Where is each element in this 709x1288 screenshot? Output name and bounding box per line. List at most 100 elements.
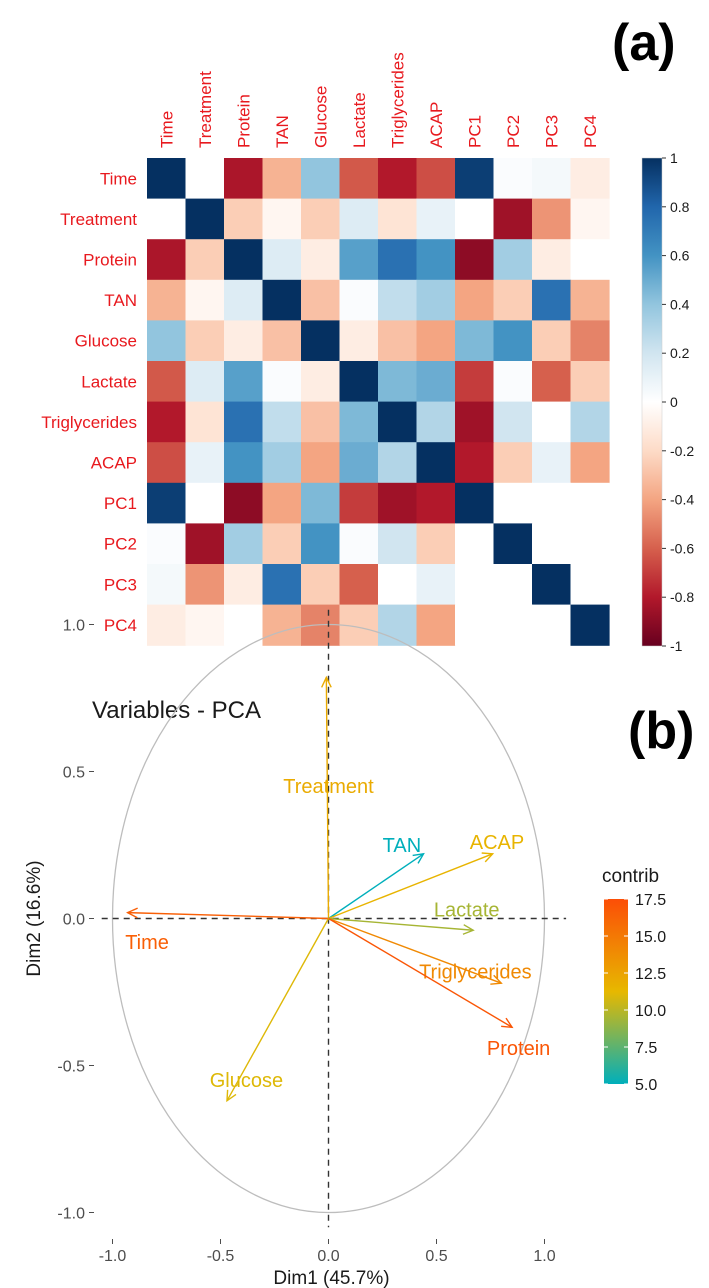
pca-vector — [328, 917, 502, 984]
heatmap-cell — [493, 239, 533, 281]
heatmap-cell — [493, 198, 533, 240]
heatmap-cell — [493, 604, 533, 646]
heatmap-cell — [416, 523, 456, 565]
heatmap-cell — [378, 320, 418, 362]
contrib-tick-label: 12.5 — [635, 966, 666, 983]
heatmap-cell — [224, 523, 264, 565]
heatmap-cell — [301, 279, 341, 321]
y-axis-title: Dim2 (16.6%) — [24, 860, 45, 976]
heatmap-cell — [378, 604, 418, 646]
heatmap-cell — [455, 239, 495, 281]
heatmap-cell — [339, 401, 379, 443]
heatmap-cell — [224, 239, 264, 281]
heatmap-col-label: PC1 — [465, 115, 484, 148]
contrib-legend-title: contrib — [602, 866, 659, 887]
heatmap-cell — [185, 239, 225, 281]
heatmap-cell — [262, 158, 302, 200]
x-tick-label: 0.0 — [317, 1248, 339, 1265]
heatmap-cell — [570, 442, 610, 484]
pca-variable-label: TAN — [383, 835, 422, 857]
heatmap-cell — [378, 361, 418, 403]
colorbar-tick-label: 1 — [670, 150, 678, 166]
heatmap-cell — [455, 442, 495, 484]
pca-vector — [325, 677, 330, 919]
heatmap-cell — [339, 361, 379, 403]
pca-vector-arrowhead — [462, 924, 475, 935]
heatmap-cell — [570, 198, 610, 240]
heatmap-cell — [147, 564, 187, 606]
heatmap-cell — [416, 564, 456, 606]
pca-vector — [328, 853, 424, 920]
pca-vector — [226, 918, 330, 1102]
heatmap-cell — [493, 482, 533, 524]
heatmap-cell — [262, 401, 302, 443]
heatmap-cell — [455, 279, 495, 321]
heatmap-cell — [570, 564, 610, 606]
heatmap-cell — [416, 198, 456, 240]
heatmap-cell — [532, 604, 572, 646]
heatmap-row-label: Treatment — [60, 210, 137, 229]
pca-variable-label: Triglycerides — [419, 961, 532, 983]
y-tick-label: 0.5 — [63, 765, 85, 782]
heatmap-cell — [493, 401, 533, 443]
contrib-tick-label: 7.5 — [635, 1040, 657, 1057]
contrib-tick-label: 15.0 — [635, 929, 666, 946]
heatmap-cell — [262, 198, 302, 240]
heatmap-cell — [301, 564, 341, 606]
heatmap-col-label: PC3 — [542, 115, 561, 148]
heatmap-cell — [339, 320, 379, 362]
heatmap-cell — [570, 401, 610, 443]
heatmap-row-label: PC1 — [104, 494, 137, 513]
heatmap-cell — [185, 198, 225, 240]
heatmap-cell — [301, 320, 341, 362]
heatmap-cell — [416, 279, 456, 321]
heatmap-cell — [147, 604, 187, 646]
heatmap-cell — [147, 279, 187, 321]
pca-variables-plot: Variables - PCA (b) -1.0 -0.5 0.0 0.5 1.01.0… — [24, 609, 694, 1288]
heatmap-cell — [378, 482, 418, 524]
heatmap-cell — [185, 442, 225, 484]
pca-variable-label: Glucose — [210, 1070, 283, 1092]
heatmap-cell — [416, 401, 456, 443]
heatmap-cell — [185, 523, 225, 565]
heatmap-cell — [262, 361, 302, 403]
heatmap-cell — [416, 158, 456, 200]
heatmap-cell — [262, 320, 302, 362]
pca-vector — [328, 917, 513, 1028]
heatmap-cell — [532, 239, 572, 281]
heatmap-cell — [493, 564, 533, 606]
heatmap-cell — [147, 523, 187, 565]
heatmap-cell — [147, 158, 187, 200]
heatmap-cell — [378, 401, 418, 443]
heatmap-row-label: PC3 — [104, 575, 137, 594]
heatmap-cell — [262, 523, 302, 565]
heatmap-cell — [339, 482, 379, 524]
heatmap-cell — [532, 401, 572, 443]
heatmap-cell — [339, 158, 379, 200]
pca-vector-arrowhead — [126, 907, 138, 919]
pca-variable-label: Lactate — [434, 900, 500, 922]
colorbar-gradient — [641, 157, 663, 647]
heatmap-cell — [339, 279, 379, 321]
heatmap-cell — [455, 361, 495, 403]
colorbar-tick-label: -0.4 — [670, 492, 694, 508]
heatmap-cell — [262, 279, 302, 321]
contrib-legend-gradient — [604, 899, 628, 1084]
pca-vector-arrowhead — [226, 1089, 237, 1103]
heatmap-cell — [532, 158, 572, 200]
heatmap-cell — [532, 482, 572, 524]
heatmap-cell — [339, 198, 379, 240]
heatmap-cell — [301, 158, 341, 200]
heatmap-col-label: TAN — [273, 115, 292, 148]
heatmap-cell — [493, 361, 533, 403]
heatmap-cell — [147, 361, 187, 403]
heatmap-row-label: Protein — [83, 251, 137, 270]
heatmap-cell — [185, 401, 225, 443]
heatmap-cell — [147, 482, 187, 524]
heatmap-cell — [339, 442, 379, 484]
x-axis-title: Dim1 (45.7%) — [273, 1268, 389, 1288]
pca-vector — [127, 911, 329, 920]
panel-tag-b: (b) — [628, 702, 694, 760]
heatmap-cell — [301, 361, 341, 403]
heatmap-cell — [301, 239, 341, 281]
